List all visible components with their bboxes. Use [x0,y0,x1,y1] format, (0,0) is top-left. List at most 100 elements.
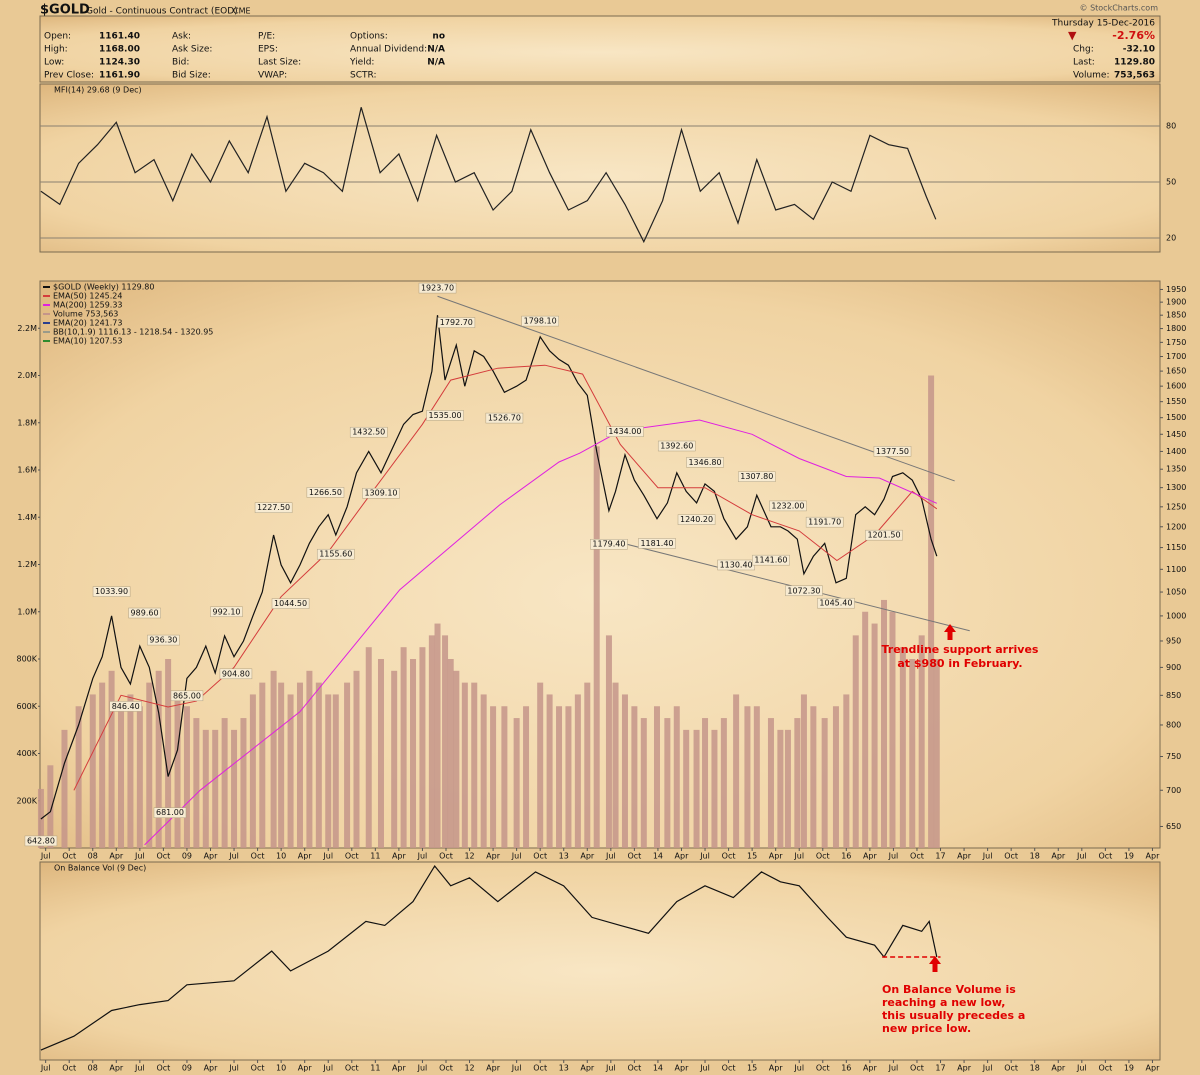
y2-tick-label: 1.0M [17,607,37,616]
y2-tick-label: 400K [16,749,37,758]
annotation-label: 1227.50 [257,503,290,512]
annotation-box [606,426,644,437]
volume-bar [47,765,54,848]
volume-bar [501,706,508,848]
x-tick-label: Jul [40,852,51,861]
change-arrow: ▼ [1068,29,1077,42]
volume-bar [240,718,247,848]
annotation-label: 992.10 [213,607,241,616]
y-tick-label: 80 [1166,122,1176,131]
field-label: Last: [1073,58,1095,68]
x-tick-label: Oct [156,1064,170,1073]
annotation-label: 1307.80 [740,472,773,481]
x-tick-label: 15 [747,852,757,861]
y-tick-label: 50 [1166,178,1176,187]
volume-bar [61,729,68,848]
y-tick-label: 1000 [1166,611,1186,620]
x-tick-label: Oct [816,852,830,861]
x-tick-label: Oct [533,1064,547,1073]
y-tick-label: 950 [1166,636,1181,645]
volume-bar [453,670,460,848]
x-tick-label: 18 [1030,1064,1040,1073]
volume-bar [565,706,572,848]
field-label: Ask Size: [172,45,212,55]
annotation-label: 1181.40 [640,539,673,548]
volume-bar [683,729,690,848]
legend-label: EMA(50) 1245.24 [53,292,122,301]
volume-bar [221,718,228,848]
symbol: $GOLD [40,3,90,18]
arrow [929,956,941,972]
x-tick-label: Jul [322,1064,333,1073]
volume-bar [702,718,709,848]
annotation-box [426,410,464,421]
x-tick-label: Apr [392,1064,407,1073]
volume-bar [353,670,360,848]
y2-tick-label: 1.4M [17,513,37,522]
volume-bar [584,682,591,848]
x-tick-label: Apr [1146,1064,1161,1073]
annotation-box [485,412,524,424]
volume-bar [400,647,407,848]
volume-bar [174,694,181,848]
volume-bar [744,706,751,848]
annotation-label: 1044.50 [274,599,307,608]
volume-bar [480,694,487,848]
x-tick-label: Oct [156,852,170,861]
x-tick-label: Apr [204,1064,219,1073]
x-tick-label: 11 [370,852,380,861]
volume-bar [537,682,544,848]
annotation-box [316,548,355,560]
field-label: Volume: [1073,71,1110,81]
x-tick-label: Apr [580,852,595,861]
x-tick-label: Jul [417,1064,428,1073]
volume-bar [653,706,660,848]
field-value: 1124.30 [99,58,140,68]
volume-bar [832,706,839,848]
volume-bar [99,682,106,848]
volume-bar [800,694,807,848]
volume-bar [471,682,478,848]
field-label: VWAP: [258,71,287,81]
exchange: CME [233,7,251,16]
annotation-box [805,516,844,528]
annotation-box [677,514,716,525]
x-tick-label: Apr [1051,852,1066,861]
y-tick-label: 1500 [1166,413,1186,422]
volume-bar [794,718,801,848]
field-value: 1129.80 [1114,58,1155,68]
x-tick-label: Oct [627,1064,641,1073]
annotation-box [769,500,807,512]
legend-swatch [43,340,50,342]
volume-bar [447,659,454,848]
volume-bar [332,694,339,848]
y-tick-label: 1400 [1166,447,1186,456]
y-tick-label: 1050 [1166,588,1186,597]
x-tick-label: Jul [228,852,239,861]
annotation-box [306,487,345,498]
x-tick-label: Oct [1004,1064,1018,1073]
y-tick-label: 1150 [1166,543,1186,552]
volume-bar [871,623,878,848]
annotation-label: 1392.60 [660,442,693,451]
annotation-label: 1923.70 [421,284,454,293]
annotation-label: 1266.50 [309,488,342,497]
legend-swatch [43,322,50,324]
volume-bar [231,729,238,848]
y-tick-label: 1300 [1166,483,1186,492]
y-tick-label: 1800 [1166,324,1186,333]
x-tick-label: Apr [675,852,690,861]
annotation-label: 936.30 [149,636,177,645]
annotation-box [657,440,696,452]
y-tick-label: 1100 [1166,565,1186,574]
volume-bar [428,635,435,848]
x-tick-label: Jul [888,852,899,861]
x-tick-label: Jul [982,852,993,861]
field-label: High: [44,45,68,55]
volume-bar [513,718,520,848]
y-tick-label: 800 [1166,720,1181,729]
field-value: N/A [427,58,445,68]
x-tick-label: Apr [486,1064,501,1073]
y2-tick-label: 2.2M [17,324,37,333]
volume-bar [918,635,925,848]
